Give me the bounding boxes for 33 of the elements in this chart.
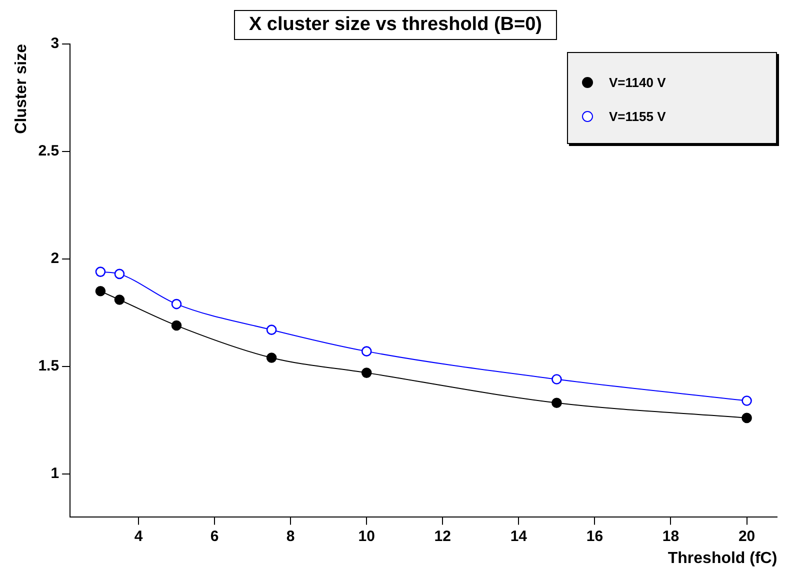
legend-label: V=1140 V xyxy=(609,74,666,90)
point xyxy=(266,352,277,363)
x-axis-title: Threshold (fC) xyxy=(668,550,778,567)
chart-title: X cluster size vs threshold (B=0) xyxy=(234,10,557,40)
legend-label: V=1155 V xyxy=(609,108,666,124)
x-tick-label: 8 xyxy=(286,528,295,545)
x-tick-label: 16 xyxy=(586,528,604,545)
y-tick-label: 2.5 xyxy=(38,142,60,160)
point xyxy=(361,368,372,378)
x-tick-label: 6 xyxy=(210,528,219,545)
x-tick-label: 12 xyxy=(434,528,451,545)
point xyxy=(361,346,372,356)
x-tick-label: 4 xyxy=(134,528,144,545)
point xyxy=(114,294,125,305)
point xyxy=(552,398,562,408)
point xyxy=(95,266,106,277)
y-tick-label: 3 xyxy=(50,35,60,52)
y-tick-label: 1 xyxy=(50,464,60,482)
point xyxy=(552,374,562,384)
point xyxy=(95,286,106,296)
x-tick-label: 20 xyxy=(738,528,756,545)
point xyxy=(171,298,182,310)
y-tick-label: 2 xyxy=(50,250,60,268)
point xyxy=(171,320,182,331)
point xyxy=(114,268,125,280)
x-tick-label: 14 xyxy=(510,528,528,545)
y-tick-label: 1.5 xyxy=(38,358,60,375)
point xyxy=(742,396,752,406)
x-tick-label: 18 xyxy=(662,528,680,545)
point xyxy=(742,412,752,424)
y-axis-title: Cluster size xyxy=(13,44,30,134)
point xyxy=(266,324,277,335)
x-tick-label: 10 xyxy=(358,528,375,545)
